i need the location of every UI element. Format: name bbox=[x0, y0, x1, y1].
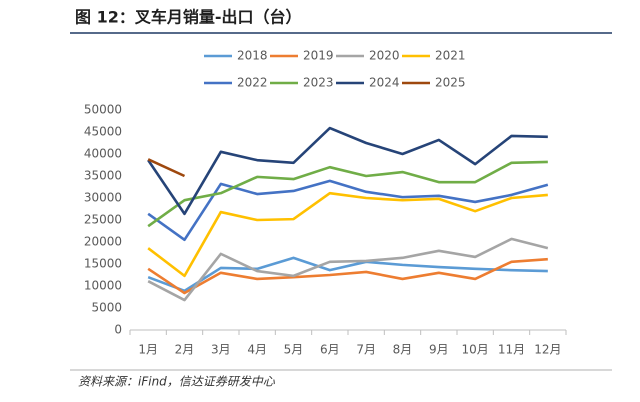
x-tick-label: 7月 bbox=[356, 343, 376, 357]
source: 资料来源：iFind，信达证券研发中心 bbox=[78, 375, 276, 389]
y-tick-label: 50000 bbox=[84, 103, 122, 117]
x-tick-label: 9月 bbox=[429, 343, 449, 357]
y-tick-label: 25000 bbox=[84, 213, 122, 227]
legend-label: 2023 bbox=[303, 76, 334, 90]
series-line bbox=[147, 257, 548, 295]
x-tick-label: 6月 bbox=[320, 343, 340, 357]
legend-label: 2021 bbox=[435, 49, 466, 63]
y-tick-label: 0 bbox=[114, 323, 122, 337]
x-tick-label: 11月 bbox=[498, 343, 525, 357]
y-tick-label: 30000 bbox=[84, 191, 122, 205]
legend-label: 2020 bbox=[369, 49, 400, 63]
x-tick-label: 4月 bbox=[247, 343, 267, 357]
x-tick-label: 12月 bbox=[534, 343, 561, 357]
x-tick-label: 8月 bbox=[393, 343, 413, 357]
series-line bbox=[147, 160, 548, 228]
x-tick-label: 5月 bbox=[284, 343, 304, 357]
y-tick-label: 5000 bbox=[91, 301, 122, 315]
y-tick-label: 20000 bbox=[84, 235, 122, 249]
chart-title: 图 12：叉车月销量-出口（台） bbox=[75, 8, 301, 27]
series-line bbox=[147, 126, 548, 216]
y-tick-label: 40000 bbox=[84, 147, 122, 161]
series-line bbox=[147, 237, 549, 302]
y-tick-label: 45000 bbox=[84, 125, 122, 139]
y-tick-label: 10000 bbox=[84, 279, 122, 293]
x-tick-label: 2月 bbox=[175, 343, 195, 357]
legend-label: 2018 bbox=[237, 49, 268, 63]
series-line bbox=[147, 158, 186, 178]
legend-label: 2019 bbox=[303, 49, 334, 63]
x-tick-label: 10月 bbox=[462, 343, 489, 357]
x-tick-label: 3月 bbox=[211, 343, 231, 357]
series-line bbox=[147, 191, 548, 278]
y-tick-label: 15000 bbox=[84, 257, 122, 271]
legend-label: 2022 bbox=[237, 76, 268, 90]
x-tick-label: 1月 bbox=[138, 343, 158, 357]
legend-label: 2024 bbox=[369, 76, 400, 90]
legend-label: 2025 bbox=[435, 76, 466, 90]
series-line bbox=[147, 179, 549, 242]
y-tick-label: 35000 bbox=[84, 169, 122, 183]
series-line bbox=[147, 256, 548, 293]
